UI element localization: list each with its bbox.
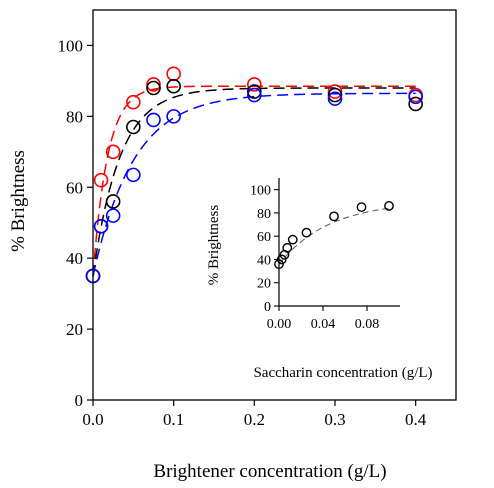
main-plot: 0.0 0.1 0.2 0.3 0.4 0 20 40 60 80 100 Brightener … [8, 9, 457, 482]
main-x-axis-ticks: 0.0 0.1 0.2 0.3 0.4 [82, 400, 427, 429]
data-point-marker [247, 87, 262, 103]
main-y-tick-label: 0 [75, 391, 84, 410]
inset-x-axis-label: Saccharin concentration (g/L) [253, 365, 432, 381]
main-data-points [85, 66, 423, 284]
main-x-tick-label: 0.2 [244, 410, 265, 429]
fit-curve-line [92, 87, 416, 277]
data-point-marker [146, 112, 161, 128]
inset-x-tick-label: 0.04 [311, 317, 336, 332]
main-y-axis-ticks: 0 20 40 60 80 100 [58, 36, 93, 410]
inset-y-tick-label: 20 [257, 277, 271, 292]
inset-data-point-marker [329, 211, 339, 222]
data-point-marker [166, 78, 181, 94]
inset-x-tick-label: 0.08 [355, 317, 380, 332]
inset-y-axis-ticks: 0 20 40 60 80 100 [250, 184, 279, 315]
data-point-marker [327, 87, 343, 103]
main-x-tick-label: 0.4 [405, 410, 427, 429]
data-point-marker [327, 84, 343, 99]
inset-y-tick-label: 80 [257, 207, 271, 222]
data-point-marker [146, 77, 161, 92]
inset-plot: 0.00 0.04 0.08 0 20 40 60 80 100 Saccharin conc… [206, 178, 433, 381]
main-x-tick-label: 0.0 [82, 410, 103, 429]
data-point-marker [247, 77, 262, 92]
inset-data-point-marker [282, 242, 293, 253]
inset-x-axis-ticks: 0.00 0.04 0.08 [267, 306, 380, 332]
data-point-marker [146, 80, 161, 96]
main-y-tick-label: 60 [66, 178, 83, 197]
data-point-marker [126, 167, 141, 183]
data-point-marker [105, 144, 121, 160]
main-y-tick-label: 100 [58, 36, 84, 55]
fit-curve-line [92, 92, 416, 277]
data-point-marker [126, 119, 141, 135]
inset-y-tick-label: 100 [250, 184, 271, 199]
inset-y-axis-label: % Brightness [206, 205, 222, 286]
inset-y-tick-label: 40 [257, 253, 271, 268]
main-x-tick-label: 0.1 [163, 410, 184, 429]
data-point-marker [327, 91, 343, 106]
inset-data-points [274, 201, 394, 270]
inset-data-point-marker [287, 234, 298, 245]
data-point-marker [93, 172, 109, 188]
inset-data-point-marker [356, 202, 367, 212]
main-y-tick-label: 80 [66, 107, 83, 126]
main-x-tick-label: 0.3 [324, 410, 345, 429]
inset-y-tick-label: 60 [257, 230, 271, 245]
data-point-marker [408, 96, 423, 112]
main-plot-frame [92, 9, 457, 401]
data-point-marker [126, 94, 141, 110]
data-point-marker [105, 208, 121, 223]
main-y-tick-label: 20 [66, 320, 83, 339]
inset-axes [278, 178, 400, 307]
inset-data-point-marker [301, 227, 312, 238]
fit-curve-line [92, 85, 416, 276]
data-point-marker [105, 194, 121, 209]
data-point-marker [93, 218, 109, 234]
main-y-tick-label: 40 [66, 249, 83, 268]
inset-data-point-marker [384, 201, 394, 211]
inset-x-tick-label: 0.00 [267, 317, 292, 332]
data-point-marker [166, 109, 181, 124]
data-point-marker [247, 84, 262, 99]
inset-y-tick-label: 0 [264, 300, 271, 315]
data-point-marker [408, 89, 423, 105]
main-x-axis-label: Brightener concentration (g/L) [153, 461, 386, 482]
main-y-axis-label: % Brightness [8, 150, 29, 252]
data-point-marker [166, 66, 181, 82]
main-fit-curves [92, 85, 416, 277]
